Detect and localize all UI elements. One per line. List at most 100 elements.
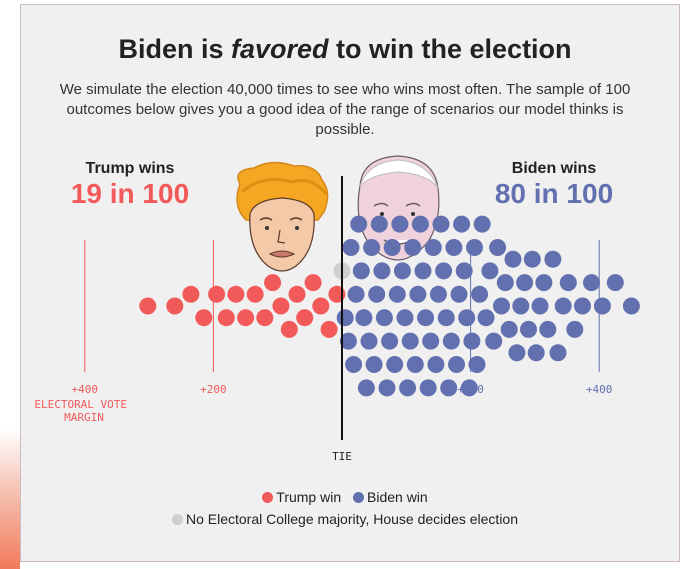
outcome-dot-biden <box>440 379 458 397</box>
outcome-dot-biden <box>527 344 545 362</box>
outcome-dot-biden <box>544 250 562 268</box>
outcome-dot-biden <box>468 356 486 373</box>
outcome-dot-biden <box>512 297 530 315</box>
tie-label: TIE <box>332 450 352 463</box>
legend-biden: Biden win <box>353 489 428 505</box>
outcome-dot-trump <box>166 297 184 315</box>
outcome-dots <box>139 215 640 397</box>
outcome-dot-biden <box>574 297 591 315</box>
outcome-dot-biden <box>342 239 360 256</box>
biden-wins-label: Biden wins <box>511 160 597 177</box>
trump-caricature-icon <box>236 161 329 272</box>
outcome-dot-biden <box>477 309 495 327</box>
outcome-dot-biden <box>336 309 354 327</box>
outcome-dot-biden <box>345 356 363 373</box>
outcome-dot-biden <box>554 297 572 315</box>
outcome-dot-trump <box>139 297 157 315</box>
outcome-dot-trump <box>280 320 298 338</box>
outcome-dot-trump <box>237 309 255 327</box>
outcome-dot-trump <box>296 309 314 327</box>
outcome-dot-biden <box>370 215 388 233</box>
outcome-dot-biden <box>460 379 478 397</box>
outcome-dot-biden <box>414 262 432 280</box>
outcome-dot-biden <box>622 297 640 315</box>
outcome-dot-biden <box>404 239 422 256</box>
outcome-dot-biden <box>566 320 584 338</box>
biden-dot-icon <box>353 492 364 503</box>
outcome-dot-biden <box>396 309 414 327</box>
outcome-dot-biden <box>360 332 378 350</box>
outcome-dot-trump <box>208 285 226 303</box>
biden-wins-value: 80 in 100 <box>494 178 614 209</box>
outcome-dot-biden <box>606 274 624 292</box>
axis-unit-label: ELECTORAL VOTE MARGIN <box>34 398 133 424</box>
outcome-dot-biden <box>481 262 499 280</box>
tick-label-trump-400: +400 <box>72 383 99 396</box>
outcome-dot-biden <box>496 274 514 292</box>
outcome-dot-biden <box>381 332 399 350</box>
chart-subtitle: We simulate the election 40,000 times to… <box>59 81 631 138</box>
outcome-dot-biden <box>350 215 368 233</box>
outcome-dot-biden <box>435 262 453 280</box>
outcome-dot-biden <box>442 332 460 350</box>
outcome-dot-trump <box>288 285 306 303</box>
outcome-dot-trump <box>182 285 200 303</box>
outcome-dot-biden <box>539 320 557 338</box>
outcome-dot-biden <box>401 332 419 350</box>
outcome-dot-biden <box>429 285 447 303</box>
outcome-dot-biden <box>411 215 429 233</box>
house-dot-icon <box>171 514 183 525</box>
outcome-dot-biden <box>383 239 401 256</box>
outcome-dot-trump <box>272 297 290 315</box>
outcome-dot-biden <box>445 239 463 256</box>
outcome-dot-biden <box>549 344 567 362</box>
outcome-dot-biden <box>531 297 549 315</box>
outcome-dot-biden <box>471 285 489 303</box>
trump-wins-label: Trump wins <box>85 160 175 177</box>
outcome-dot-biden <box>448 356 465 373</box>
outcome-dot-biden <box>363 239 381 256</box>
outcome-dot-biden <box>508 344 526 362</box>
outcome-dot-biden <box>339 332 357 350</box>
outcome-dot-biden <box>419 379 437 397</box>
outcome-dot-biden <box>386 356 404 373</box>
outcome-dot-biden <box>489 239 507 256</box>
title-emphasis: favored <box>230 34 329 64</box>
outcome-dot-biden <box>583 274 600 292</box>
outcome-dot-biden <box>485 332 503 350</box>
outcome-dot-biden <box>391 215 409 233</box>
outcome-dot-biden <box>523 250 541 268</box>
outcome-dot-trump <box>227 285 245 303</box>
outcome-dot-biden <box>352 262 370 280</box>
outcome-dot-biden <box>417 309 435 327</box>
outcome-dot-biden <box>378 379 396 397</box>
outcome-dot-biden <box>500 320 518 338</box>
outcome-dot-trump <box>312 297 330 315</box>
outcome-dot-biden <box>365 356 383 373</box>
outcome-dot-biden <box>453 215 471 233</box>
outcome-dot-biden <box>493 297 510 315</box>
outcome-dot-biden <box>393 262 411 280</box>
outcome-dot-biden <box>520 320 537 338</box>
tick-label-biden-400: +400 <box>586 383 613 396</box>
outcome-dot-biden <box>516 274 534 292</box>
outcome-dot-biden <box>535 274 553 292</box>
outcome-dot-biden <box>347 285 365 303</box>
trump-dot-icon <box>262 492 274 503</box>
outcome-dot-biden <box>355 309 373 327</box>
outcome-dot-biden <box>399 379 417 397</box>
left-decoration <box>0 430 20 569</box>
legend-row-1: Trump win Biden win <box>0 489 690 505</box>
outcome-dot-biden <box>432 215 450 233</box>
outcome-dot-biden <box>368 285 386 303</box>
outcome-dot-biden <box>437 309 455 327</box>
outcome-dot-biden <box>373 262 391 280</box>
tick-label-trump-200: +200 <box>200 383 227 396</box>
outcome-dot-biden <box>375 309 393 327</box>
outcome-dot-biden <box>455 262 473 280</box>
outcome-dot-trump <box>256 309 274 327</box>
outcome-dot-biden <box>388 285 406 303</box>
outcome-dot-trump <box>195 309 213 327</box>
outcome-dot-biden <box>422 332 440 350</box>
